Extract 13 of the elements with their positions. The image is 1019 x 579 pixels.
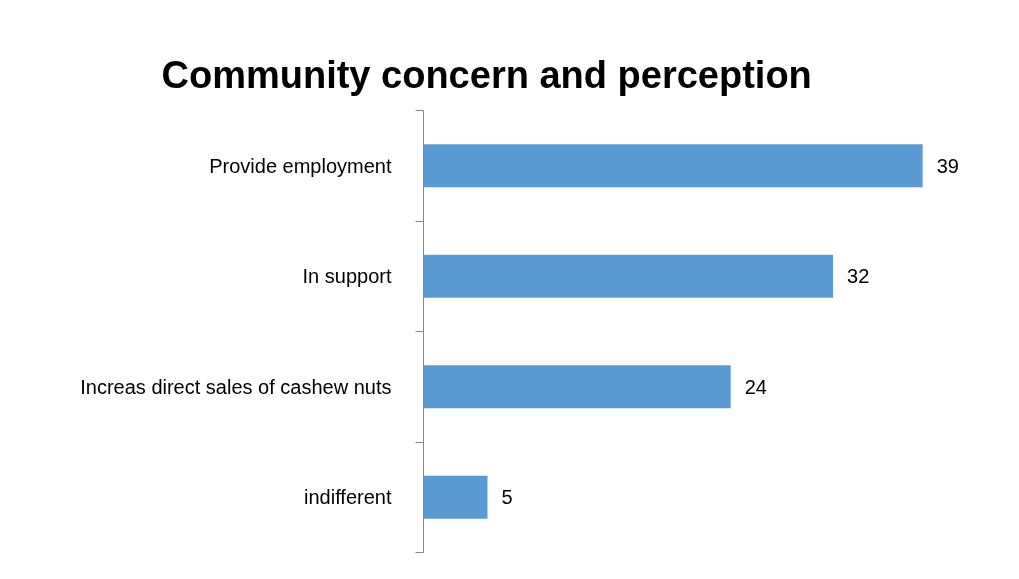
bar [423, 144, 923, 188]
bar [423, 475, 488, 519]
data-label: 5 [501, 486, 513, 509]
bar [423, 365, 731, 409]
data-label: 32 [847, 265, 870, 288]
y-tick-label: Increas direct sales of cashew nuts [80, 375, 392, 398]
data-label: 39 [936, 154, 959, 177]
chart-title: Community concern and perception [161, 53, 812, 96]
data-label: 24 [744, 375, 767, 398]
bar [423, 254, 834, 298]
y-tick-label: Provide employment [209, 154, 392, 177]
y-tick-label: indifferent [304, 486, 392, 509]
y-tick-label: In support [302, 265, 392, 288]
